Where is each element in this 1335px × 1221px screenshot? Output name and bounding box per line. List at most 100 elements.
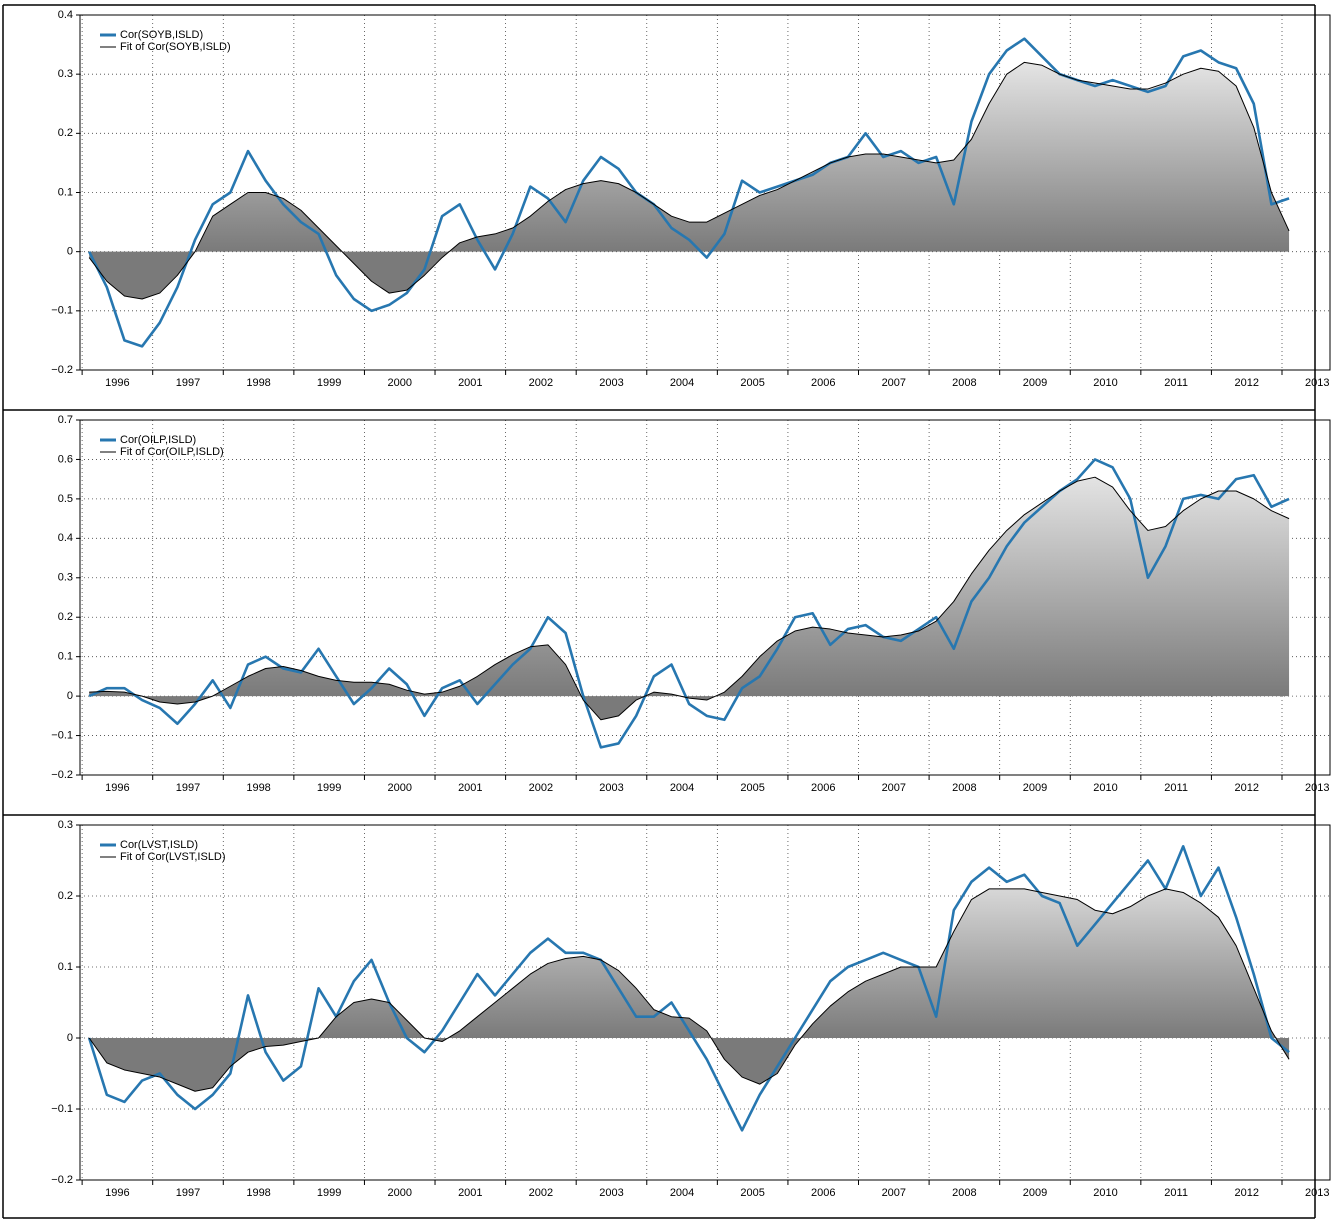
- y-tick-label: 0: [67, 246, 73, 258]
- y-tick-label: 0.1: [58, 651, 73, 663]
- x-tick-label: 2007: [882, 782, 906, 794]
- x-tick-label: 2001: [458, 782, 482, 794]
- x-tick-label: 2005: [740, 1187, 764, 1199]
- legend-label: Cor(LVST,ISLD): [120, 839, 198, 851]
- x-tick-label: 2009: [1023, 1187, 1047, 1199]
- x-tick-label: 2009: [1023, 377, 1047, 389]
- plot-border: [79, 14, 1331, 371]
- x-tick-label: 2002: [529, 377, 553, 389]
- fit-area: [89, 477, 1290, 720]
- x-tick-label: 2010: [1093, 377, 1117, 389]
- x-tick-label: 2013: [1305, 782, 1329, 794]
- y-tick-label: −0.1: [51, 305, 73, 317]
- x-tick-label: 2008: [952, 1187, 976, 1199]
- x-tick-label: 2000: [387, 1187, 411, 1199]
- x-tick-label: 2005: [740, 782, 764, 794]
- series-line: [88, 458, 1290, 749]
- x-tick-label: 1998: [246, 377, 270, 389]
- legend-label: Fit of Cor(OILP,ISLD): [120, 446, 224, 458]
- x-tick-label: 2001: [458, 377, 482, 389]
- legend-label: Fit of Cor(SOYB,ISLD): [120, 41, 231, 53]
- x-tick-label: 2011: [1164, 782, 1188, 794]
- fit-area: [89, 62, 1290, 300]
- y-tick-label: 0.2: [58, 890, 73, 902]
- y-tick-label: 0.6: [58, 453, 73, 465]
- x-tick-label: 1996: [105, 1187, 129, 1199]
- y-tick-label: −0.1: [51, 1103, 73, 1115]
- x-tick-label: 2006: [811, 1187, 835, 1199]
- x-tick-label: 1999: [317, 782, 341, 794]
- series-line: [88, 37, 1290, 348]
- y-tick-label: 0.3: [58, 68, 73, 80]
- x-tick-label: 2001: [458, 1187, 482, 1199]
- x-tick-label: 2012: [1234, 1187, 1258, 1199]
- legend-label: Cor(OILP,ISLD): [120, 434, 196, 446]
- x-tick-label: 1998: [246, 782, 270, 794]
- x-tick-label: 2013: [1305, 377, 1329, 389]
- x-tick-label: 2009: [1023, 782, 1047, 794]
- y-tick-label: 0.2: [58, 611, 73, 623]
- frame: [2, 4, 1316, 1219]
- x-tick-label: 1997: [176, 782, 200, 794]
- x-tick-label: 2004: [670, 782, 694, 794]
- x-tick-label: 2010: [1093, 782, 1117, 794]
- plot-border: [79, 824, 1331, 1181]
- legend-label: Fit of Cor(LVST,ISLD): [120, 851, 226, 863]
- panel: −0.2 −0.1 0 0.1 0.2 0.3 0.4 1996 1997 1998 1999 200…: [51, 9, 1331, 389]
- panel: −0.2 −0.1 0 0.1 0.2 0.3 1996 1997 1998 1999 2000 20…: [51, 819, 1331, 1199]
- x-tick-label: 2007: [882, 377, 906, 389]
- x-tick-label: 2010: [1093, 1187, 1117, 1199]
- x-tick-label: 2011: [1164, 377, 1188, 389]
- x-tick-label: 2006: [811, 377, 835, 389]
- x-tick-label: 2012: [1234, 782, 1258, 794]
- x-tick-label: 2000: [387, 377, 411, 389]
- y-tick-label: −0.2: [51, 769, 73, 781]
- panel: −0.2 −0.1 0 0.1 0.2 0.3 0.4 0.5 0.6 0.7 1996 1997 19…: [51, 414, 1331, 794]
- fit-line: [88, 61, 1290, 300]
- fit-line: [89, 476, 1290, 721]
- y-tick-label: −0.2: [51, 364, 73, 376]
- x-tick-label: 2003: [599, 377, 623, 389]
- fit-area: [89, 888, 1290, 1092]
- plot-border: [79, 419, 1331, 776]
- x-tick-label: 2004: [670, 377, 694, 389]
- y-tick-label: 0: [67, 1032, 73, 1044]
- y-tick-label: −0.2: [51, 1174, 73, 1186]
- x-tick-label: 2004: [670, 1187, 694, 1199]
- series-line: [87, 845, 1290, 1132]
- y-tick-label: 0.4: [58, 9, 73, 21]
- x-tick-label: 1997: [176, 377, 200, 389]
- x-tick-label: 2002: [529, 1187, 553, 1199]
- x-tick-label: 2012: [1234, 377, 1258, 389]
- x-tick-label: 1998: [246, 1187, 270, 1199]
- x-tick-label: 2003: [599, 782, 623, 794]
- y-tick-label: 0: [67, 690, 73, 702]
- x-tick-label: 2005: [740, 377, 764, 389]
- y-tick-label: 0.3: [58, 819, 73, 831]
- x-tick-label: 1999: [317, 377, 341, 389]
- fit-line: [88, 888, 1290, 1092]
- x-tick-label: 2011: [1164, 1187, 1188, 1199]
- x-tick-label: 2008: [952, 782, 976, 794]
- x-tick-label: 1996: [105, 377, 129, 389]
- x-tick-label: 2008: [952, 377, 976, 389]
- x-tick-label: 2000: [387, 782, 411, 794]
- y-tick-label: 0.5: [58, 493, 73, 505]
- x-tick-label: 1996: [105, 782, 129, 794]
- y-tick-label: 0.7: [58, 414, 73, 426]
- x-tick-label: 2013: [1305, 1187, 1329, 1199]
- y-tick-label: 0.2: [58, 127, 73, 139]
- x-tick-label: 2007: [882, 1187, 906, 1199]
- x-tick-label: 2002: [529, 782, 553, 794]
- y-tick-label: 0.3: [58, 572, 73, 584]
- y-tick-label: −0.1: [51, 729, 73, 741]
- x-tick-label: 1997: [176, 1187, 200, 1199]
- y-tick-label: 0.1: [58, 186, 73, 198]
- legend-label: Cor(SOYB,ISLD): [120, 29, 203, 41]
- x-tick-label: 1999: [317, 1187, 341, 1199]
- x-tick-label: 2003: [599, 1187, 623, 1199]
- y-tick-label: 0.4: [58, 532, 73, 544]
- y-tick-label: 0.1: [58, 961, 73, 973]
